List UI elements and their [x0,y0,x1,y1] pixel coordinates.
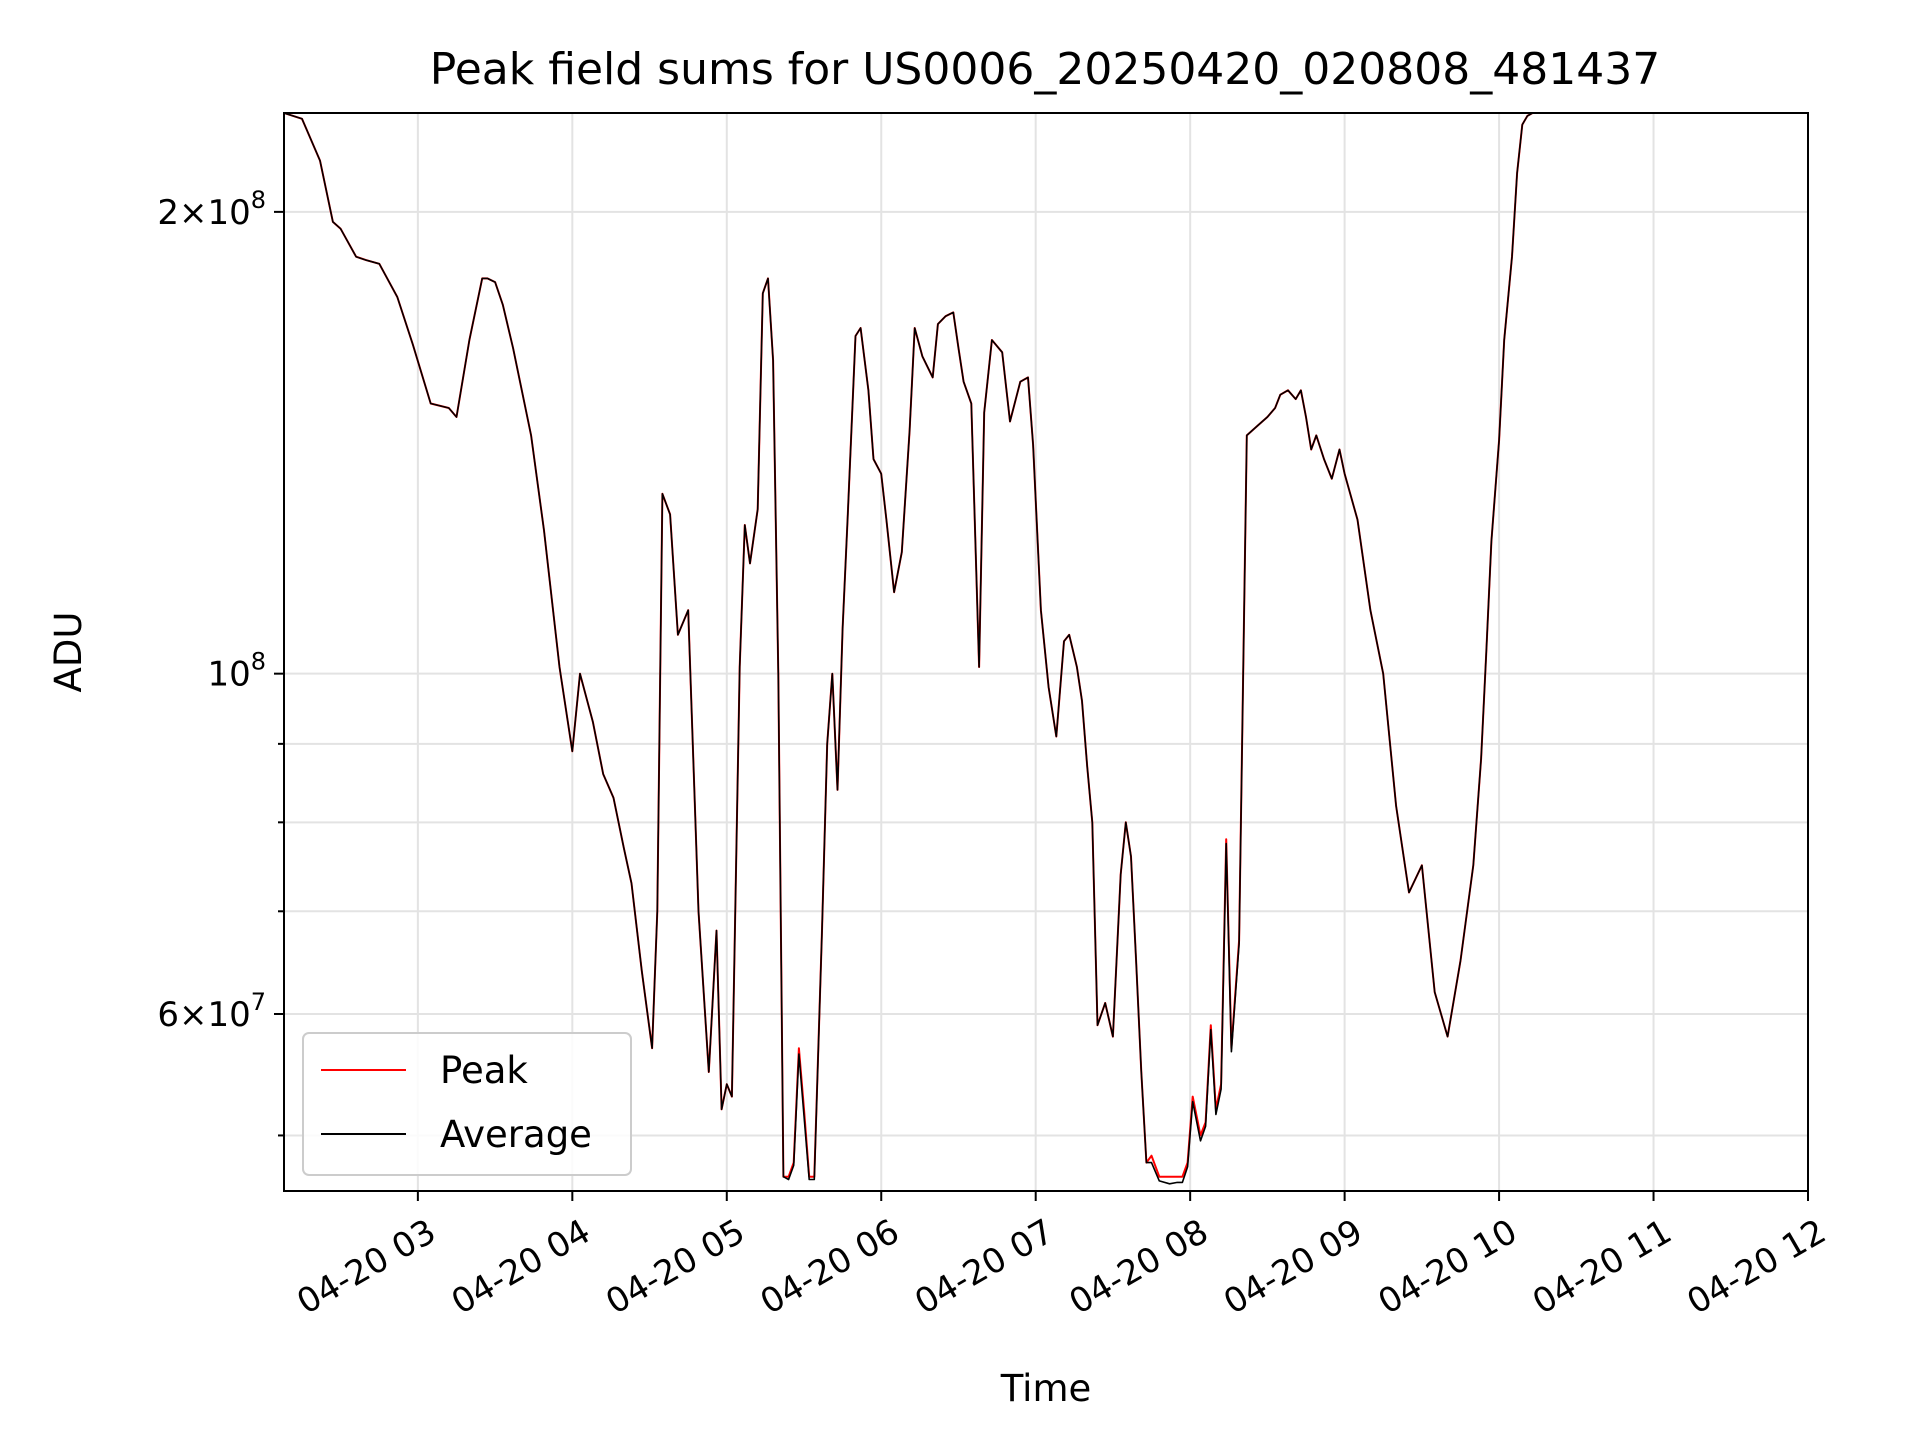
y-tick-label: 108 [207,648,266,695]
x-axis-label: Time [1000,1367,1092,1410]
y-tick-exponent: 7 [251,988,266,1016]
legend-label-peak: Peak [440,1049,528,1092]
series-layer [284,113,1533,1185]
y-axis-label: ADU [47,612,90,693]
y-axis-ticks: 2×108 108 6×107 [157,186,284,1137]
legend-box [302,1032,632,1176]
y-tick-exponent: 8 [251,648,266,676]
legend-label-average: Average [440,1113,592,1156]
y-tick-exponent: 8 [251,186,266,214]
plot-frame [283,112,1809,1192]
chart-title: Peak field sums for US0006_20250420_0208… [430,44,1660,95]
legend: Peak Average [302,1032,632,1176]
y-tick-label: 6×107 [157,988,266,1035]
y-tick-label: 2×108 [157,186,266,233]
series-average-line [284,113,1533,1185]
